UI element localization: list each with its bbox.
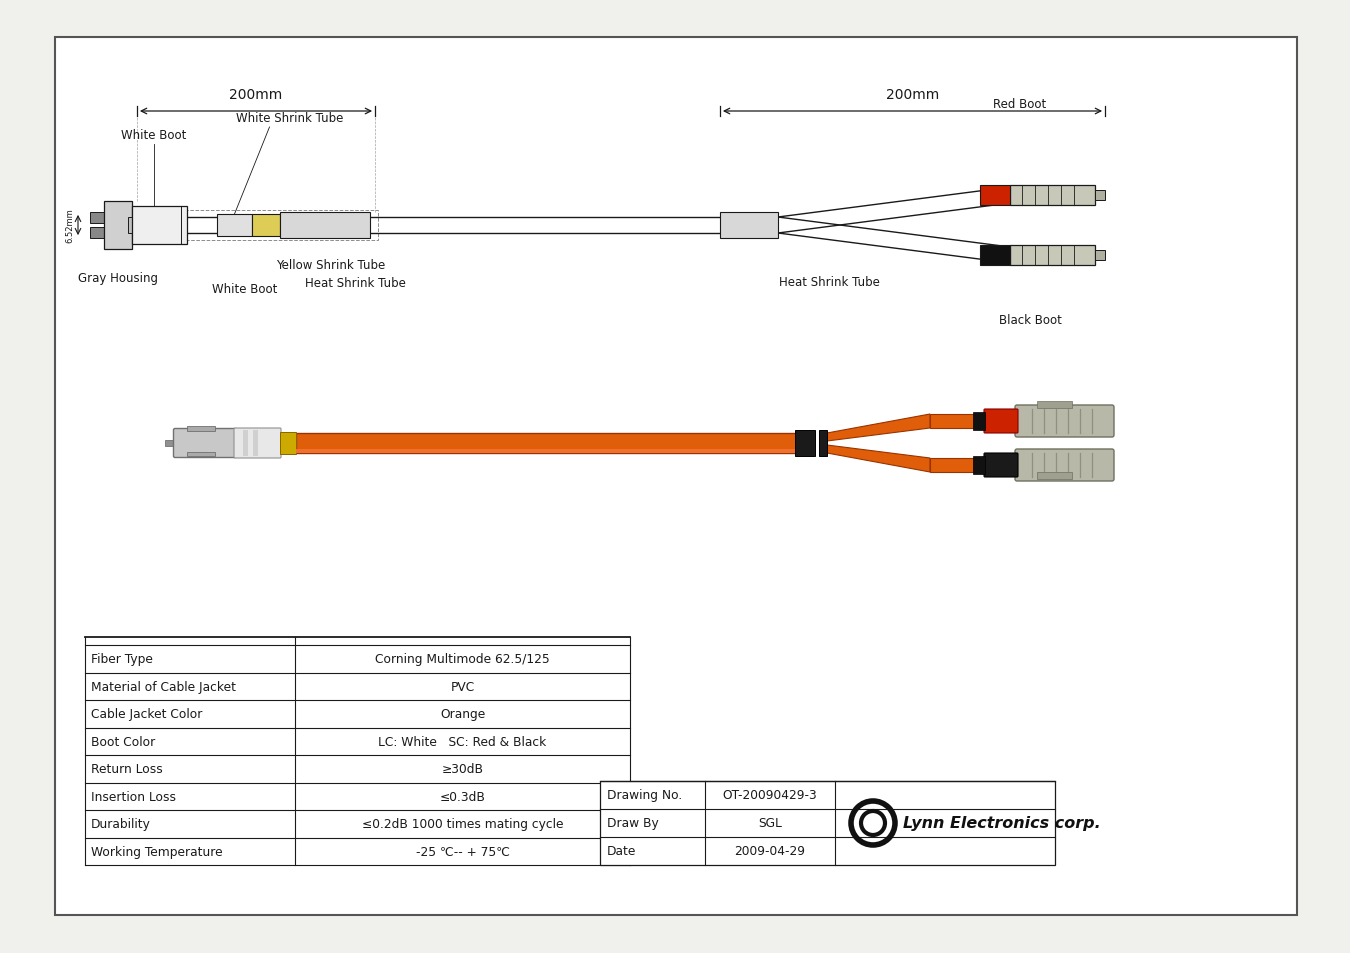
Text: 2009-04-29: 2009-04-29 bbox=[734, 844, 806, 858]
Bar bbox=[243, 431, 248, 456]
Bar bbox=[1010, 246, 1095, 266]
Circle shape bbox=[861, 811, 886, 835]
Text: White Boot: White Boot bbox=[212, 283, 277, 295]
Text: Boot Color: Boot Color bbox=[90, 735, 155, 748]
Bar bbox=[599, 781, 1054, 865]
Text: Heat Shrink Tube: Heat Shrink Tube bbox=[779, 275, 879, 289]
Text: Gray Housing: Gray Housing bbox=[78, 272, 158, 285]
Bar bbox=[252, 431, 258, 456]
Bar bbox=[930, 415, 986, 429]
Text: Return Loss: Return Loss bbox=[90, 762, 163, 776]
Text: SGL: SGL bbox=[759, 817, 782, 830]
Text: Durability: Durability bbox=[90, 818, 151, 830]
Text: ≤0.3dB: ≤0.3dB bbox=[440, 790, 486, 803]
Text: OT-20090429-3: OT-20090429-3 bbox=[722, 789, 817, 801]
Text: -25 ℃-- + 75℃: -25 ℃-- + 75℃ bbox=[416, 845, 509, 858]
Text: LC: White   SC: Red & Black: LC: White SC: Red & Black bbox=[378, 735, 547, 748]
Bar bbox=[188, 453, 215, 456]
FancyBboxPatch shape bbox=[984, 454, 1018, 477]
Text: Black Boot: Black Boot bbox=[999, 314, 1061, 327]
Text: 200mm: 200mm bbox=[230, 88, 282, 102]
Bar bbox=[1037, 473, 1072, 479]
Bar bbox=[90, 228, 104, 239]
Text: Red Boot: Red Boot bbox=[994, 98, 1046, 111]
Bar bbox=[296, 434, 801, 454]
Text: Lynn Electronics corp.: Lynn Electronics corp. bbox=[903, 816, 1100, 831]
FancyBboxPatch shape bbox=[984, 410, 1018, 434]
Bar bbox=[134, 211, 378, 241]
Polygon shape bbox=[828, 415, 930, 441]
Bar bbox=[1010, 186, 1095, 206]
Bar bbox=[819, 431, 828, 456]
Bar bbox=[980, 246, 1010, 266]
Text: PVC: PVC bbox=[451, 680, 475, 693]
Bar bbox=[132, 207, 188, 245]
Text: Orange: Orange bbox=[440, 707, 485, 720]
Bar bbox=[279, 433, 296, 455]
Text: Heat Shrink Tube: Heat Shrink Tube bbox=[305, 276, 405, 290]
Text: Yellow Shrink Tube: Yellow Shrink Tube bbox=[275, 258, 385, 272]
Text: Fiber Type: Fiber Type bbox=[90, 653, 153, 665]
Text: White Boot: White Boot bbox=[122, 129, 186, 142]
Text: ≤0.2dB 1000 times mating cycle: ≤0.2dB 1000 times mating cycle bbox=[362, 818, 563, 830]
Bar bbox=[973, 413, 985, 431]
Text: Working Temperature: Working Temperature bbox=[90, 845, 223, 858]
Text: Drawing No.: Drawing No. bbox=[608, 789, 682, 801]
Text: Corning Multimode 62.5/125: Corning Multimode 62.5/125 bbox=[375, 653, 549, 665]
Bar bbox=[296, 450, 801, 454]
Text: ≥30dB: ≥30dB bbox=[441, 762, 483, 776]
Text: Date: Date bbox=[608, 844, 636, 858]
Bar bbox=[980, 186, 1010, 206]
Text: 200mm: 200mm bbox=[886, 88, 940, 102]
Bar bbox=[720, 213, 778, 239]
Bar bbox=[795, 431, 815, 456]
Bar bbox=[128, 218, 136, 233]
Bar bbox=[1037, 401, 1072, 409]
FancyBboxPatch shape bbox=[174, 429, 236, 458]
FancyBboxPatch shape bbox=[1015, 450, 1114, 481]
Polygon shape bbox=[828, 446, 930, 473]
Bar bbox=[188, 427, 215, 432]
Bar bbox=[165, 440, 176, 447]
FancyBboxPatch shape bbox=[1015, 406, 1114, 437]
Bar bbox=[279, 213, 370, 239]
Text: 6.52mm: 6.52mm bbox=[66, 209, 74, 243]
Bar bbox=[1095, 251, 1106, 261]
Bar bbox=[90, 213, 104, 224]
Text: White Shrink Tube: White Shrink Tube bbox=[236, 112, 343, 125]
Bar bbox=[1095, 191, 1106, 201]
Bar bbox=[973, 456, 985, 475]
Bar bbox=[104, 202, 132, 250]
Bar bbox=[930, 458, 986, 473]
FancyBboxPatch shape bbox=[234, 429, 281, 458]
Text: Cable Jacket Color: Cable Jacket Color bbox=[90, 707, 202, 720]
Bar bbox=[252, 214, 279, 236]
Bar bbox=[217, 214, 252, 236]
Text: Insertion Loss: Insertion Loss bbox=[90, 790, 176, 803]
Text: Material of Cable Jacket: Material of Cable Jacket bbox=[90, 680, 236, 693]
Text: Draw By: Draw By bbox=[608, 817, 659, 830]
